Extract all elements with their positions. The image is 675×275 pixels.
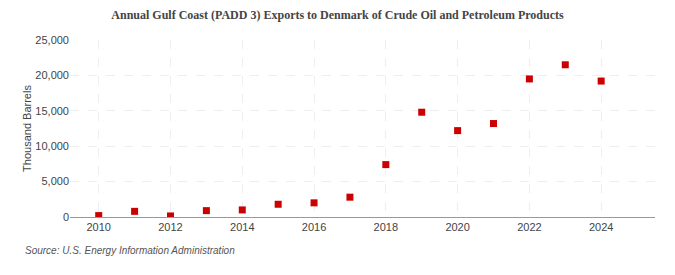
- svg-text:20,000: 20,000: [35, 69, 69, 81]
- svg-text:Source: U.S. Energy Informatio: Source: U.S. Energy Information Administ…: [25, 245, 235, 256]
- svg-text:2012: 2012: [158, 221, 182, 233]
- svg-text:2016: 2016: [302, 221, 326, 233]
- svg-text:2024: 2024: [589, 221, 613, 233]
- svg-text:5,000: 5,000: [41, 175, 69, 187]
- svg-text:10,000: 10,000: [35, 140, 69, 152]
- svg-text:2010: 2010: [86, 221, 110, 233]
- svg-text:Thousand Barrels: Thousand Barrels: [21, 85, 33, 172]
- svg-text:15,000: 15,000: [35, 105, 69, 117]
- svg-text:25,000: 25,000: [35, 34, 69, 46]
- svg-text:2014: 2014: [230, 221, 254, 233]
- svg-text:Annual Gulf Coast (PADD 3) Exp: Annual Gulf Coast (PADD 3) Exports to De…: [111, 8, 564, 22]
- svg-text:0: 0: [63, 211, 69, 223]
- svg-text:2020: 2020: [445, 221, 469, 233]
- svg-text:2022: 2022: [517, 221, 541, 233]
- svg-text:2018: 2018: [374, 221, 398, 233]
